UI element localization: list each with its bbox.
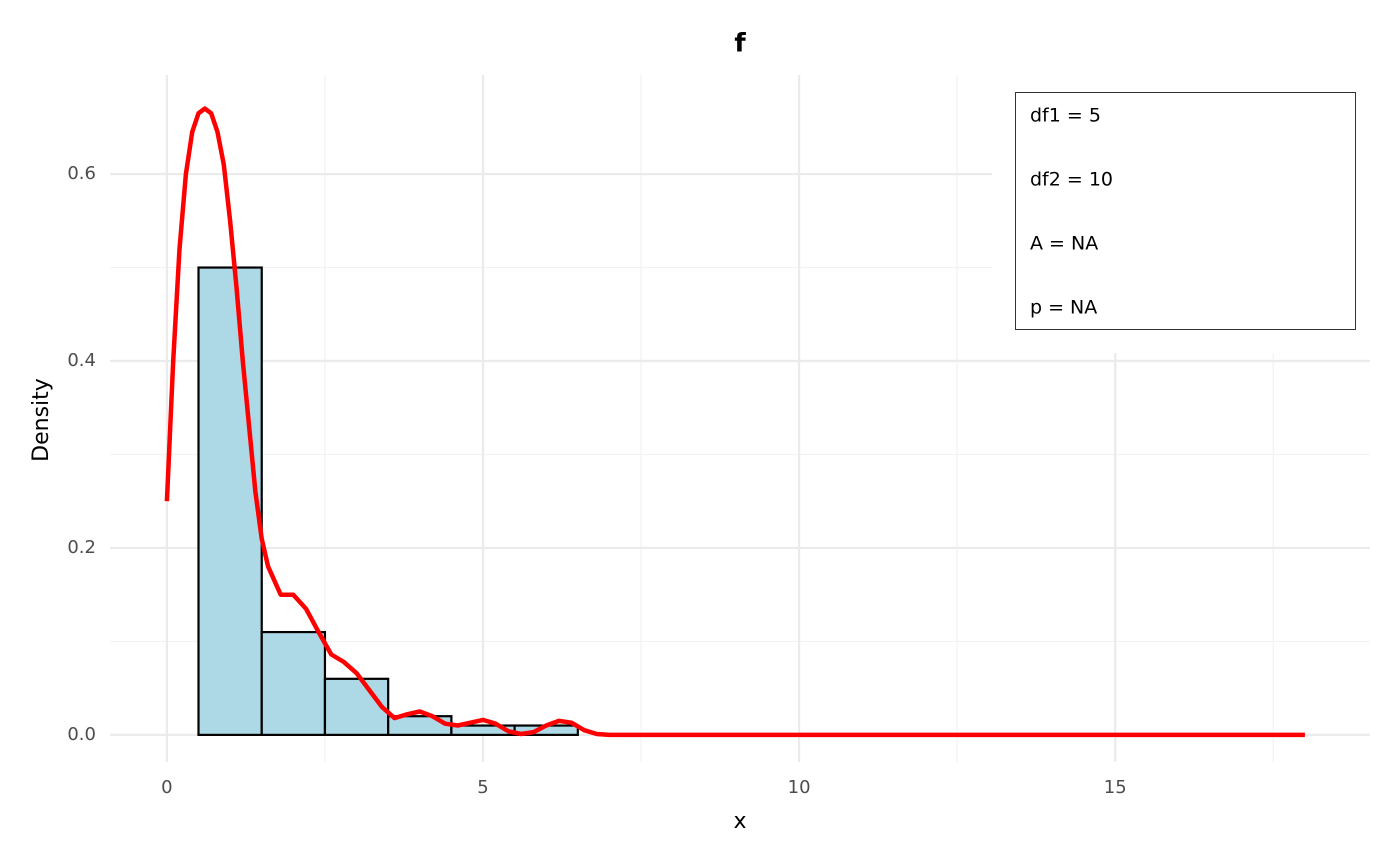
x-tick-label: 15 — [1104, 777, 1127, 798]
histogram-bar — [260, 630, 327, 736]
annotation-text: df2 = 10 — [1030, 169, 1113, 191]
x-tick-label: 0 — [161, 777, 172, 798]
annotation-text: p = NA — [1030, 297, 1097, 319]
annotation-text: A = NA — [1030, 233, 1098, 255]
y-tick-label: 0.6 — [67, 163, 96, 184]
histogram-bar — [323, 677, 390, 736]
density-line — [164, 106, 1305, 738]
y-tick-label: 0.2 — [67, 537, 96, 558]
chart-title: f — [734, 29, 746, 59]
x-tick-label: 10 — [788, 777, 811, 798]
histogram-bar — [197, 266, 263, 736]
annotation-box — [1015, 92, 1356, 330]
annotation-text: df1 = 5 — [1030, 105, 1101, 127]
y-tick-label: 0.0 — [67, 724, 96, 745]
x-tick-label: 5 — [477, 777, 488, 798]
x-axis-label: x — [733, 809, 746, 834]
y-tick-label: 0.4 — [67, 350, 96, 371]
y-axis-label: Density — [29, 378, 54, 462]
